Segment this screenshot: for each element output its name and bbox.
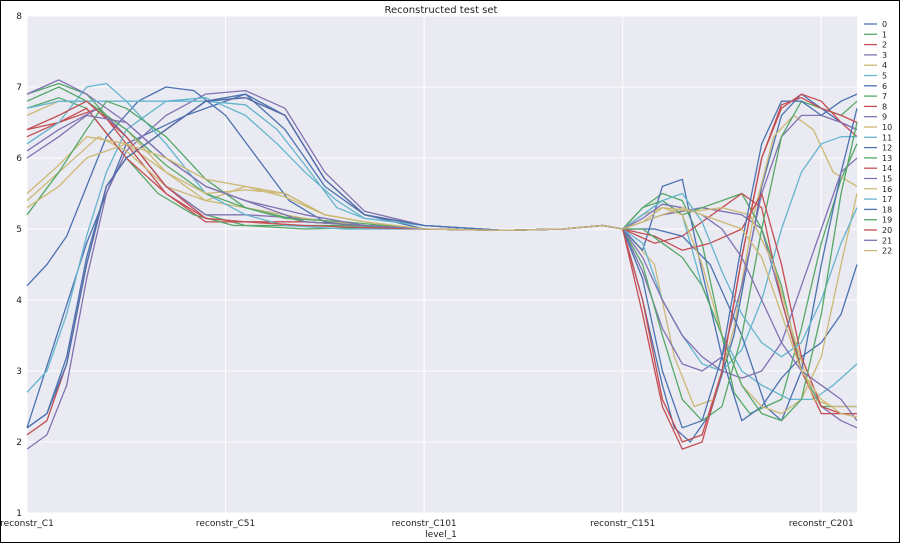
x-tick-label: reconstr_C151 — [590, 519, 655, 529]
y-tick-label: 2 — [16, 438, 22, 448]
legend-label: 20 — [882, 226, 892, 235]
legend-label: 17 — [882, 195, 892, 204]
legend-label: 21 — [882, 236, 892, 245]
chart-title: Reconstructed test set — [385, 5, 498, 16]
x-axis-ticks: reconstr_C1 reconstr_C51 reconstr_C101 reco… — [0, 519, 854, 529]
series-line-22 — [26, 143, 858, 418]
y-tick-label: 8 — [16, 12, 22, 22]
legend-label: 7 — [882, 92, 887, 101]
legend-label: 18 — [882, 205, 892, 214]
legend-label: 5 — [882, 72, 887, 81]
y-axis-ticks: 1 2 3 4 5 6 7 8 — [16, 12, 22, 519]
legend-label: 0 — [882, 20, 887, 29]
legend-label: 6 — [882, 82, 887, 91]
legend-box — [860, 17, 897, 252]
series-lines — [26, 79, 858, 450]
legend-label: 13 — [882, 154, 892, 163]
y-tick-label: 4 — [16, 296, 22, 306]
legend-label: 11 — [882, 133, 892, 142]
x-tick-label: reconstr_C1 — [0, 519, 54, 529]
y-tick-label: 6 — [16, 154, 22, 164]
legend-label: 9 — [882, 113, 887, 122]
legend-label: 3 — [882, 51, 887, 60]
y-tick-label: 1 — [16, 509, 22, 519]
legend-label: 15 — [882, 175, 892, 184]
legend-label: 14 — [882, 164, 892, 173]
plot-area — [27, 16, 857, 513]
legend-label: 12 — [882, 144, 892, 153]
y-tick-label: 3 — [16, 367, 22, 377]
legend-label: 8 — [882, 102, 887, 111]
x-tick-label: reconstr_C101 — [392, 519, 457, 529]
legend-label: 22 — [882, 247, 892, 256]
x-tick-label: reconstr_C51 — [196, 519, 255, 529]
y-tick-label: 7 — [16, 83, 22, 93]
legend-label: 19 — [882, 216, 892, 225]
legend-label: 2 — [882, 41, 887, 50]
legend-label: 16 — [882, 185, 892, 194]
y-tick-label: 5 — [16, 225, 22, 235]
x-tick-label: reconstr_C201 — [789, 519, 854, 529]
legend-label: 1 — [882, 30, 887, 39]
legend-label: 4 — [882, 61, 887, 70]
x-axis-label: level_1 — [425, 530, 457, 540]
legend-label: 10 — [882, 123, 892, 132]
